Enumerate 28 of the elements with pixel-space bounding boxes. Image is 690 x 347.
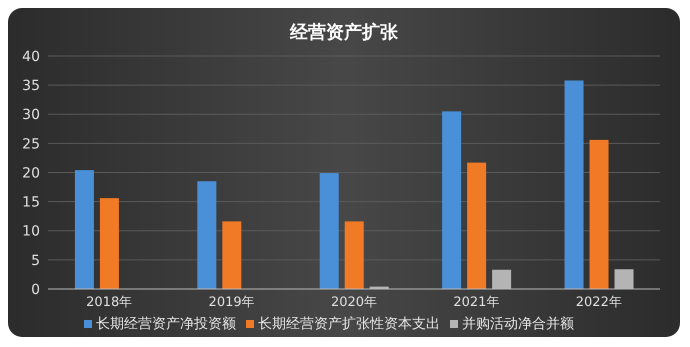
y-tick-label: 5 xyxy=(31,252,40,269)
bar xyxy=(74,170,94,289)
y-tick-label: 40 xyxy=(22,48,40,65)
bar xyxy=(320,173,339,289)
x-tick-label: 2018年 xyxy=(86,295,132,310)
y-tick-label: 20 xyxy=(22,165,40,182)
bar xyxy=(344,221,364,289)
y-tick-label: 30 xyxy=(22,107,40,124)
legend-label: 长期经营资产扩张性资本支出 xyxy=(258,316,440,332)
chart-title: 经营资产扩张 xyxy=(288,21,399,45)
bar xyxy=(442,111,462,289)
bar xyxy=(590,140,609,289)
x-tick-label: 2021年 xyxy=(453,295,500,310)
legend-label: 并购活动净合并额 xyxy=(462,316,574,332)
x-tick-label: 2022年 xyxy=(576,295,622,310)
bar xyxy=(467,162,486,289)
y-tick-label: 15 xyxy=(22,194,40,211)
bar xyxy=(197,181,216,289)
x-tick-label: 2020年 xyxy=(330,295,378,310)
y-tick-label: 35 xyxy=(22,78,40,94)
y-tick-label: 25 xyxy=(22,136,40,152)
bar xyxy=(222,221,242,289)
y-tick-label: 0 xyxy=(31,282,40,298)
legend-label: 长期经营资产净投资额 xyxy=(96,316,236,332)
bar xyxy=(100,198,119,289)
x-tick-label: 2019年 xyxy=(208,295,255,310)
bar xyxy=(564,80,584,289)
y-tick-label: 10 xyxy=(22,224,40,240)
